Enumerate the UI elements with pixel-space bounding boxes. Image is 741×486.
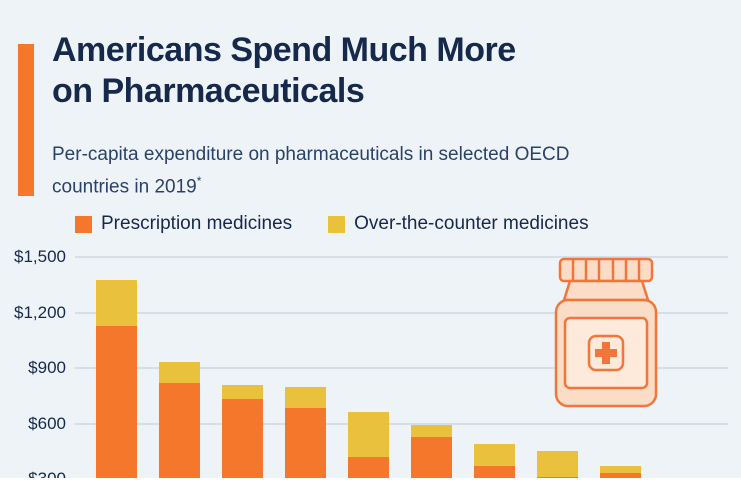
bar-segment-otc <box>285 386 326 408</box>
footnote-asterisk: * <box>196 174 202 188</box>
prescription-color-swatch <box>75 215 92 233</box>
pill-bottle-icon <box>554 257 658 408</box>
bar-segment-otc <box>96 279 137 326</box>
chart-subtitle: Per-capita expenditure on pharmaceutical… <box>52 142 592 200</box>
legend-label-otc: Over-the-counter medicines <box>354 213 589 234</box>
y-axis-tick-label: $600 <box>28 413 66 433</box>
y-axis-tick-label: $1,200 <box>14 302 66 322</box>
bar-segment-otc <box>159 362 200 383</box>
legend: Prescription medicines Over-the-counter … <box>75 213 589 235</box>
bar-segment-otc <box>222 385 263 399</box>
bar-segment-otc <box>411 425 452 438</box>
chart-subtitle-text: Per-capita expenditure on pharmaceutical… <box>52 144 570 198</box>
bar-segment-otc <box>474 443 515 467</box>
title-accent-bar <box>18 44 34 196</box>
bar-segment-prescription <box>96 325 137 486</box>
bar-segment-prescription <box>285 407 326 486</box>
bar-segment-prescription <box>159 382 200 486</box>
bar-segment-otc <box>348 412 389 457</box>
chart-title-line1: Americans Spend Much More <box>52 31 516 69</box>
chart-title-line2: on Pharmaceuticals <box>52 72 365 110</box>
otc-color-swatch <box>328 215 346 233</box>
legend-item-otc: Over-the-counter medicines <box>328 213 589 235</box>
bar-segment-otc <box>600 466 641 474</box>
legend-item-prescription: Prescription medicines <box>75 213 292 235</box>
y-axis-tick-label: $900 <box>28 358 66 377</box>
gridline <box>75 311 728 314</box>
y-axis-tick-label: $1,500 <box>14 247 66 266</box>
bar-segment-prescription <box>411 437 452 486</box>
bar-segment-prescription <box>222 398 263 486</box>
bar-segment-otc <box>537 451 578 478</box>
gridline <box>75 256 728 258</box>
gridline <box>75 367 728 369</box>
chart-title: Americans Spend Much More on Pharmaceutic… <box>52 30 516 112</box>
page-bottom-edge <box>0 478 741 486</box>
gridline <box>75 422 728 425</box>
legend-label-prescription: Prescription medicines <box>101 213 293 234</box>
